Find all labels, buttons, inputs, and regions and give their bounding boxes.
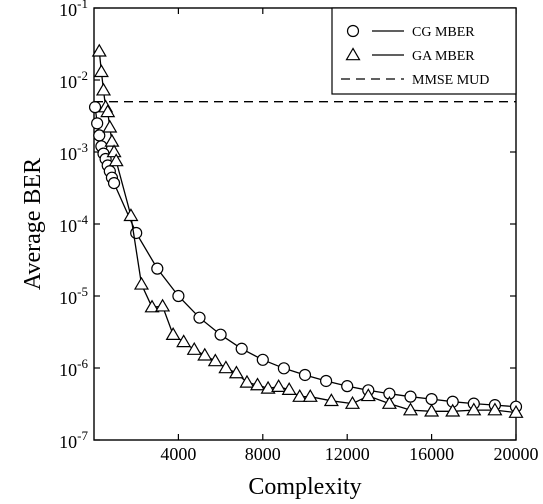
data-point-ga-mber <box>249 377 266 391</box>
data-point-ga-mber <box>424 403 440 417</box>
y-tick-exponent: -1 <box>77 0 88 11</box>
data-point-cg-mber <box>193 311 206 324</box>
data-point-ga-mber <box>344 395 361 409</box>
legend: CG MBER GA MBER MMSE MUD <box>331 7 517 95</box>
data-point-cg-mber <box>404 390 417 403</box>
series-layer <box>88 43 524 418</box>
series-ga-mber <box>91 43 524 418</box>
data-point-ga-mber <box>133 276 150 290</box>
data-point-ga-mber <box>106 144 122 158</box>
data-point-ga-mber <box>104 133 120 147</box>
data-point-ga-mber <box>108 153 124 167</box>
y-tick-exponent: -2 <box>77 68 88 83</box>
legend-marker-ga-mber <box>345 47 361 61</box>
data-point-cg-mber <box>235 342 248 355</box>
x-tick-label: 16000 <box>409 444 454 464</box>
data-point-ga-mber <box>281 381 297 395</box>
data-point-ga-mber <box>100 104 116 118</box>
data-point-ga-mber <box>302 388 318 402</box>
y-tick-exponent: -6 <box>77 356 88 371</box>
data-point-ga-mber <box>487 402 503 416</box>
data-point-ga-mber <box>508 404 524 418</box>
data-point-ga-mber <box>445 403 461 417</box>
legend-marker-cg-mber <box>346 24 360 38</box>
data-point-ga-mber <box>186 341 202 355</box>
data-point-ga-mber <box>197 347 213 361</box>
data-point-ga-mber <box>466 402 482 416</box>
data-point-ga-mber <box>144 299 160 313</box>
data-point-ga-mber <box>155 298 171 312</box>
data-point-cg-mber <box>151 262 164 275</box>
data-point-cg-mber <box>277 362 290 375</box>
y-tick-label: 10-6 <box>59 356 88 380</box>
x-tick-label: 20000 <box>494 444 539 464</box>
data-point-ga-mber <box>165 327 181 340</box>
y-tick-base: 10 <box>59 216 77 236</box>
data-point-ga-mber <box>323 393 339 407</box>
data-point-cg-mber <box>425 392 438 406</box>
x-axis-title: Complexity <box>248 474 361 500</box>
y-tick-base: 10 <box>59 432 77 452</box>
legend-label-cg-mber: CG MBER <box>412 25 475 40</box>
data-point-ga-mber <box>123 208 139 222</box>
y-tick-base: 10 <box>59 360 77 380</box>
data-point-ga-mber <box>360 388 376 402</box>
data-point-ga-mber <box>402 402 419 416</box>
data-point-ga-mber <box>228 365 244 379</box>
y-tick-base: 10 <box>59 72 77 92</box>
axis-ticks: 4000 8000 12000 16000 2000010-710-610-510-41… <box>59 0 538 464</box>
y-tick-label: 10-7 <box>59 428 88 452</box>
data-point-ga-mber <box>239 374 255 388</box>
data-point-ga-mber <box>292 388 308 402</box>
data-point-cg-mber <box>320 374 333 388</box>
series-cg-mber <box>88 101 523 413</box>
y-tick-label: 10-5 <box>59 284 88 308</box>
x-tick-label: 8000 <box>245 444 281 464</box>
y-tick-base: 10 <box>59 144 77 164</box>
y-tick-label: 10-3 <box>59 140 88 164</box>
legend-box <box>331 7 517 95</box>
data-point-cg-mber <box>107 176 121 190</box>
x-tick-label: 12000 <box>325 444 370 464</box>
y-tick-base: 10 <box>59 288 77 308</box>
data-point-ga-mber <box>271 379 287 392</box>
y-tick-exponent: -3 <box>77 140 88 155</box>
y-tick-exponent: -4 <box>77 212 88 227</box>
x-tick-label: 4000 <box>160 444 196 464</box>
data-point-cg-mber <box>172 289 185 303</box>
data-point-cg-mber <box>341 380 354 393</box>
data-point-ga-mber <box>91 43 107 57</box>
data-point-ga-mber <box>207 353 223 367</box>
y-axis-title: Average BER <box>20 158 46 290</box>
y-tick-label: 10-2 <box>59 68 88 92</box>
data-point-ga-mber <box>95 82 112 96</box>
series-line-ga-mber <box>98 51 517 414</box>
y-tick-base: 10 <box>59 0 77 20</box>
data-point-ga-mber <box>260 380 276 394</box>
y-tick-exponent: -7 <box>77 428 88 443</box>
data-point-cg-mber <box>214 328 227 341</box>
y-tick-label: 10-4 <box>59 212 88 236</box>
legend-label-mmse-mud: MMSE MUD <box>412 73 489 88</box>
series-line-cg-mber <box>94 107 517 408</box>
y-tick-label: 10-1 <box>59 0 88 20</box>
data-point-cg-mber <box>91 117 104 130</box>
data-point-ga-mber <box>381 395 397 409</box>
data-point-cg-mber <box>298 368 312 382</box>
data-point-ga-mber <box>102 119 118 133</box>
data-point-ga-mber <box>218 360 234 374</box>
data-point-ga-mber <box>93 64 109 78</box>
y-tick-exponent: -5 <box>77 284 88 299</box>
data-point-cg-mber <box>256 353 269 366</box>
legend-label-ga-mber: GA MBER <box>412 49 475 64</box>
data-point-ga-mber <box>176 334 192 348</box>
